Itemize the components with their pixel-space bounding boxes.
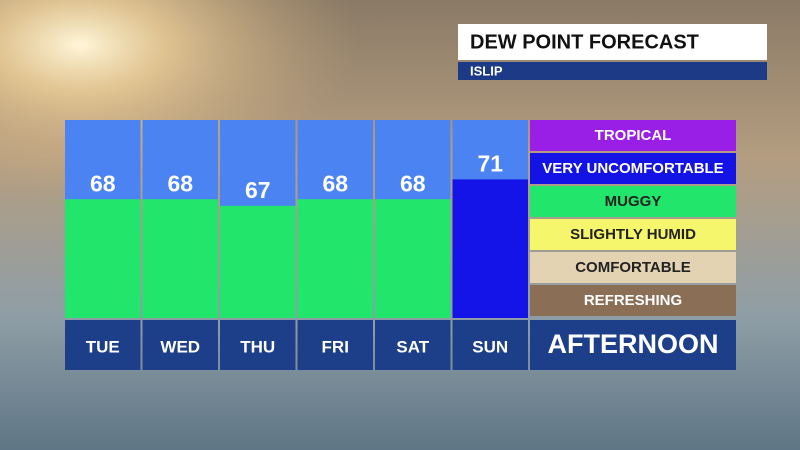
bar bbox=[142, 199, 218, 318]
day-box bbox=[297, 320, 373, 370]
legend-swatch bbox=[530, 219, 736, 250]
legend-swatch bbox=[530, 285, 736, 316]
bar bbox=[65, 199, 141, 318]
day-box bbox=[452, 320, 528, 370]
day-box bbox=[65, 320, 141, 370]
day-label: SAT bbox=[396, 337, 429, 356]
footer-box bbox=[530, 320, 736, 370]
legend-swatch bbox=[530, 252, 736, 283]
day-label: WED bbox=[160, 337, 200, 356]
value-label: 68 bbox=[400, 170, 426, 196]
legend-label: COMFORTABLE bbox=[575, 259, 691, 276]
title-box bbox=[458, 24, 767, 60]
subtitle-box bbox=[458, 62, 767, 80]
legend-swatch bbox=[530, 186, 736, 217]
footer: AFTERNOON bbox=[548, 329, 719, 359]
value-label: 68 bbox=[322, 170, 348, 196]
value-label: 67 bbox=[245, 177, 271, 203]
day-box bbox=[220, 320, 296, 370]
value-label: 68 bbox=[90, 170, 116, 196]
legend-label: REFRESHING bbox=[584, 292, 682, 309]
day-label: TUE bbox=[86, 337, 120, 356]
legend-swatch bbox=[530, 120, 736, 151]
day-label: FRI bbox=[322, 337, 349, 356]
day-label: SUN bbox=[472, 337, 508, 356]
legend-label: VERY UNCOMFORTABLE bbox=[542, 160, 723, 177]
legend-label: TROPICAL bbox=[595, 127, 672, 144]
legend-label: MUGGY bbox=[605, 193, 662, 210]
day-box bbox=[375, 320, 451, 370]
title: DEW POINT FORECAST bbox=[470, 31, 699, 53]
bar bbox=[220, 205, 296, 318]
bar bbox=[452, 179, 528, 318]
bar bbox=[375, 199, 451, 318]
value-label: 68 bbox=[167, 170, 193, 196]
day-box bbox=[142, 320, 218, 370]
value-label: 71 bbox=[477, 150, 503, 176]
subtitle: ISLIP bbox=[470, 63, 503, 78]
legend-swatch bbox=[530, 153, 736, 184]
legend-label: SLIGHTLY HUMID bbox=[570, 226, 696, 243]
bar bbox=[297, 199, 373, 318]
day-label: THU bbox=[240, 337, 275, 356]
